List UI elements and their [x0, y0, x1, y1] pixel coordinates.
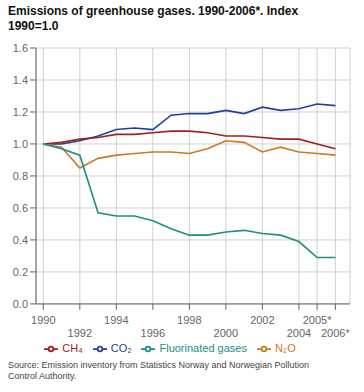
html-text:CH₄: CH₄: [62, 341, 83, 354]
svg-text:1994: 1994: [104, 314, 128, 326]
svg-text:1.6: 1.6: [13, 42, 28, 54]
svg-text:2002: 2002: [250, 314, 274, 326]
html-text:Fluorinated gases: Fluorinated gases: [159, 341, 247, 354]
svg-text:0.0: 0.0: [13, 298, 28, 310]
svg-text:0.8: 0.8: [13, 170, 28, 182]
svg-text:1.2: 1.2: [13, 106, 28, 118]
svg-text:2000: 2000: [214, 327, 238, 339]
svg-text:2004: 2004: [287, 327, 311, 339]
svg-text:1992: 1992: [68, 327, 92, 339]
svg-text:2005*: 2005*: [303, 314, 332, 326]
svg-text:0.2: 0.2: [13, 266, 28, 278]
html-text:CO₂: CO₂: [110, 341, 132, 354]
svg-text:1990: 1990: [31, 314, 55, 326]
html-text:Source: Emission inventory fro: Source: Emission inventory from Statisti…: [8, 360, 310, 381]
html-text:Emissions of greenhouse gases.: Emissions of greenhouse gases. 1990-2006…: [8, 4, 299, 33]
svg-text:1.0: 1.0: [13, 138, 28, 150]
svg-text:1998: 1998: [177, 314, 201, 326]
html-text:N₂O: N₂O: [274, 341, 296, 354]
svg-text:2006*: 2006*: [321, 327, 350, 339]
svg-text:1996: 1996: [141, 327, 165, 339]
svg-text:0.6: 0.6: [13, 202, 28, 214]
svg-text:1.4: 1.4: [13, 74, 28, 86]
svg-text:0.4: 0.4: [13, 234, 28, 246]
